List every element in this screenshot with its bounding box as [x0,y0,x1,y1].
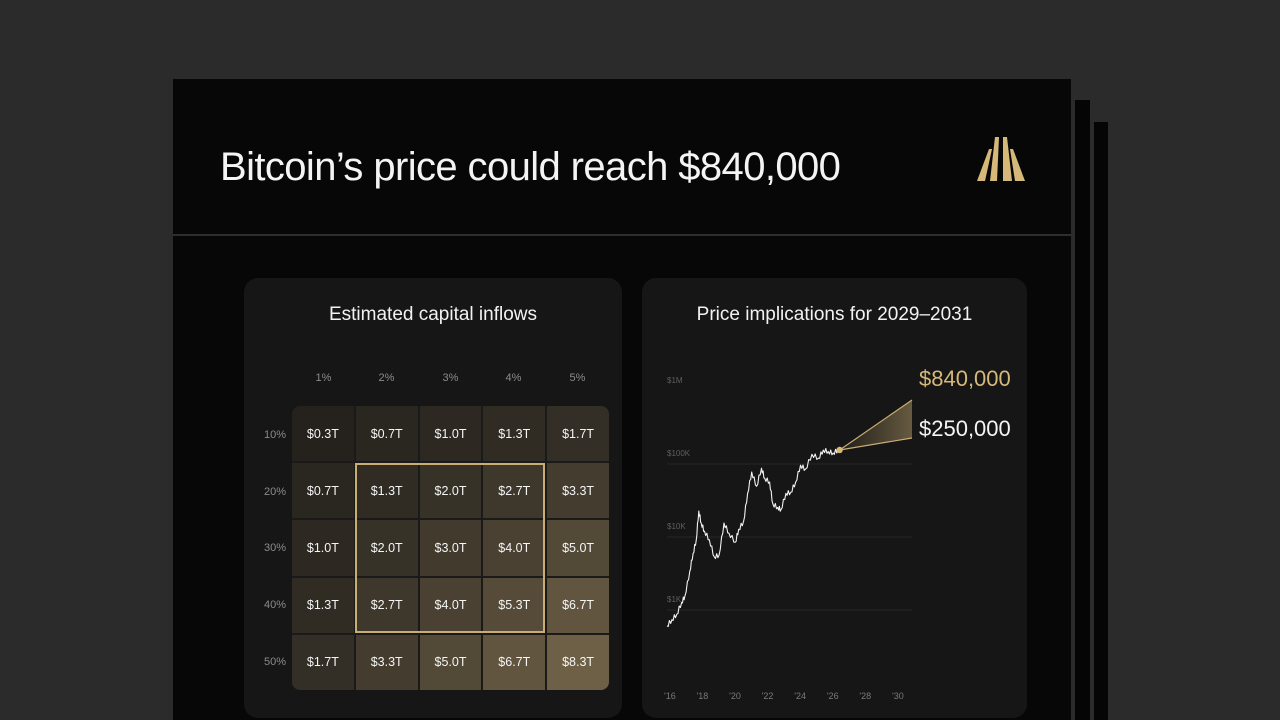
capital-inflows-card: Estimated capital inflows 1% 2% 3% 4% 5%… [244,278,622,718]
column-header: 4% [505,372,522,384]
high-target-label: $840,000 [919,366,1011,391]
x-tick-label: '26 [827,691,839,701]
heatmap-cell: $1.7T [547,406,609,462]
slide-header: Bitcoin’s price could reach $840,000 [173,79,1071,236]
x-tick-label: '18 [697,691,709,701]
column-header: 1% [315,372,332,384]
column-header: 2% [378,372,395,384]
heatmap-cell: $1.3T [483,406,546,462]
heatmap-cell: $2.7T [355,577,418,633]
column-header: 3% [442,372,459,384]
y-tick-label: $1M [667,376,683,385]
heatmap-cell: $1.0T [292,520,354,576]
heatmap-cell: $3.0T [419,520,482,576]
heatmap-cell: $0.7T [355,406,418,462]
projection-low-line [839,437,913,451]
heatmap-cell: $1.3T [355,463,418,519]
heatmap-cell: $8.3T [547,634,609,690]
x-tick-label: '24 [794,691,806,701]
slide-stack-middle [1073,100,1090,720]
slide: Bitcoin’s price could reach $840,000 Est… [173,79,1071,720]
heatmap-cell: $2.0T [355,520,418,576]
heatmap-cell: $2.0T [419,463,482,519]
slide-stack-back [1092,122,1108,720]
price-implications-card: Price implications for 2029–2031 $1M $100… [642,278,1027,718]
x-tick-label: '22 [762,691,774,701]
heatmap-cell: $2.7T [483,463,546,519]
heatmap-cell: $0.7T [292,463,354,519]
slide-title: Bitcoin’s price could reach $840,000 [220,145,841,189]
low-target-label: $250,000 [919,416,1011,441]
x-tick-label: '30 [892,691,904,701]
y-tick-label: $100K [667,449,691,458]
projection-fan [839,400,912,450]
heatmap-cell: $4.0T [419,577,482,633]
heatmap-cell: $4.0T [483,520,546,576]
x-tick-label: '16 [664,691,676,701]
heatmap-cell: $6.7T [483,634,546,690]
price-implications-title: Price implications for 2029–2031 [696,304,973,325]
row-header: 40% [263,599,286,611]
capital-inflows-title: Estimated capital inflows [328,304,538,325]
heatmap-cell: $0.3T [292,406,354,462]
heatmap-cell: $1.0T [419,406,482,462]
heatmap-cell: $3.3T [547,463,609,519]
row-header: 20% [263,486,286,498]
column-header: 5% [569,372,586,384]
inflows-heatmap: $0.3T $0.7T $1.0T $1.3T $1.7T $0.7T $1.3… [292,406,609,690]
heatmap-cell: $5.3T [483,577,546,633]
heatmap-cell: $5.0T [547,520,609,576]
x-tick-label: '28 [859,691,871,701]
row-header: 10% [263,429,286,441]
row-header: 50% [263,656,286,668]
row-header: 30% [263,542,286,554]
projection-start-dot [836,446,843,454]
heatmap-cell: $6.7T [547,577,609,633]
bitwise-logo-icon [977,137,1025,181]
projection-high-line [839,399,913,451]
heatmap-cell: $1.3T [292,577,354,633]
x-tick-label: '20 [729,691,741,701]
heatmap-cell: $1.7T [292,634,354,690]
y-tick-label: $1K [667,595,682,604]
heatmap-cell: $5.0T [419,634,482,690]
y-tick-label: $10K [667,522,686,531]
heatmap-cell: $3.3T [355,634,418,690]
price-chart: $1M $100K $10K $1K '16 '18 '20 '22 '24 '26 '28 '30 [664,376,913,701]
price-line [666,447,839,628]
